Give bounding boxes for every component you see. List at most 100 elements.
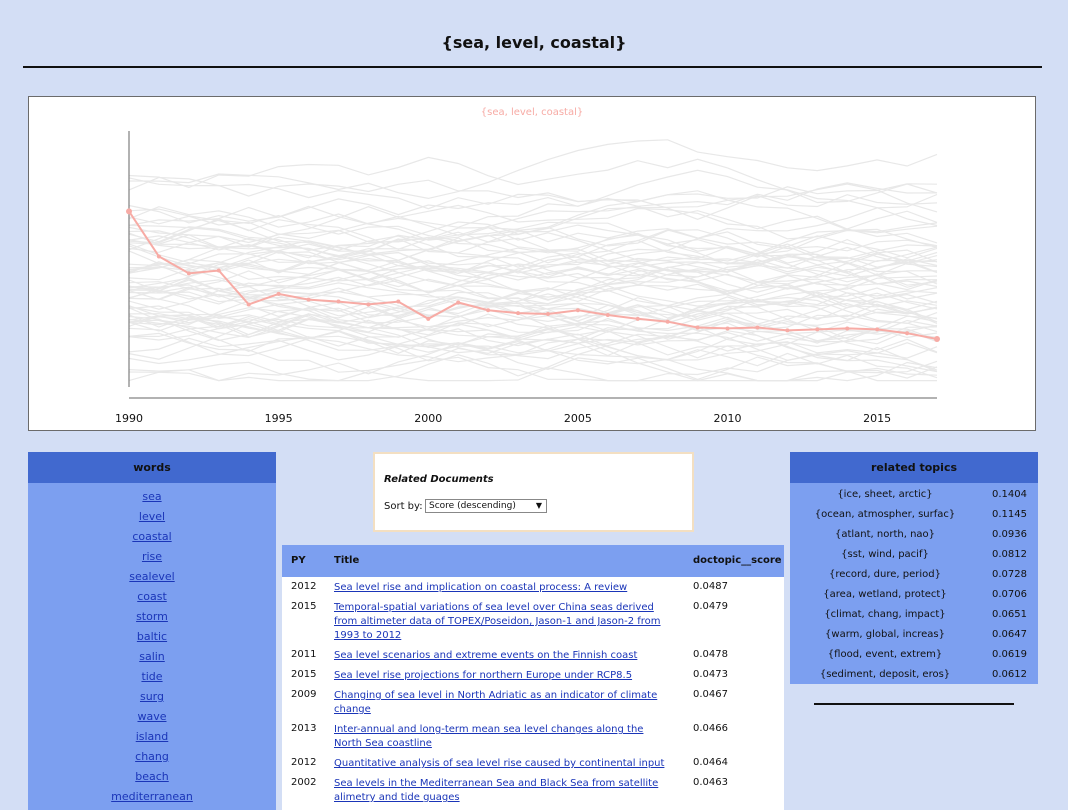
background-topic-line (128, 259, 938, 298)
chart-title: {sea, level, coastal} (481, 107, 584, 118)
topic-row[interactable]: {ocean, atmospher, surfac} 0.1145 (790, 505, 1038, 525)
column-header-score[interactable]: doctopic__score (693, 555, 782, 566)
word-link[interactable]: level (138, 510, 166, 523)
topic-name: {flood, event, extrem} (827, 649, 943, 660)
data-point[interactable] (635, 316, 640, 321)
topic-row[interactable]: {climat, chang, impact} 0.0651 (790, 605, 1038, 625)
related-topics-panel: related topics {ice, sheet, arctic} 0.140… (790, 452, 1038, 684)
data-point[interactable] (456, 300, 461, 305)
topic-score: 0.0619 (992, 649, 1027, 660)
table-row: 2002 Sea levels in the Mediterranean Sea … (282, 773, 784, 807)
data-point[interactable] (426, 316, 431, 321)
page-title: {sea, level, coastal} (441, 33, 627, 52)
word-link[interactable]: mediterranean (111, 790, 193, 803)
table-row: 2015 Temporal-spatial variations of sea l… (282, 597, 784, 645)
data-point[interactable] (545, 312, 550, 317)
background-topic-line (128, 320, 938, 352)
related-documents-box: Related Documents Sort by: Score (descen… (373, 452, 694, 532)
word-link[interactable]: coastal (132, 530, 172, 543)
data-point[interactable] (695, 325, 700, 330)
word-link[interactable]: sealevel (129, 570, 175, 583)
word-link[interactable]: coast (137, 590, 167, 603)
title-divider (23, 66, 1042, 68)
doc-title-link[interactable]: Sea level rise projections for northern … (334, 670, 633, 681)
topic-row[interactable]: {record, dure, period} 0.0728 (790, 565, 1038, 585)
data-point[interactable] (815, 327, 820, 332)
related-documents-title: Related Documents (384, 474, 494, 485)
topic-row[interactable]: {sediment, deposit, eros} 0.0612 (790, 665, 1038, 685)
word-link[interactable]: tide (141, 670, 163, 683)
doc-year: 2013 (291, 723, 317, 734)
words-header: words (28, 452, 276, 483)
background-topic-line (128, 282, 938, 324)
topic-name: {climat, chang, impact} (824, 609, 946, 620)
word-link[interactable]: baltic (136, 630, 168, 643)
background-topic-line (128, 218, 938, 262)
table-row: 2011 Sea level scenarios and extreme even… (282, 645, 784, 665)
word-link[interactable]: island (135, 730, 169, 743)
word-link[interactable]: sea (142, 490, 162, 503)
doc-title-link[interactable]: Inter-annual and long-term mean sea leve… (334, 724, 644, 749)
background-topic-line (128, 277, 938, 345)
sort-select[interactable]: Score (descending) ▼ (425, 499, 547, 513)
data-point[interactable] (516, 311, 521, 316)
data-point[interactable] (276, 291, 281, 296)
highlight-series (126, 208, 940, 342)
data-point[interactable] (216, 268, 221, 273)
data-point[interactable] (905, 331, 910, 336)
data-point[interactable] (575, 308, 580, 313)
data-point[interactable] (875, 327, 880, 332)
column-header-title[interactable]: Title (334, 555, 360, 566)
word-link[interactable]: chang (135, 750, 169, 763)
background-topic-line (128, 208, 938, 311)
data-point[interactable] (186, 271, 191, 276)
doc-title-link[interactable]: Sea levels in the Mediterranean Sea and … (334, 778, 659, 803)
topic-score: 0.0936 (992, 529, 1027, 540)
topic-row[interactable]: {ice, sheet, arctic} 0.1404 (790, 485, 1038, 505)
data-point[interactable] (725, 326, 730, 331)
topic-row[interactable]: {atlant, north, nao} 0.0936 (790, 525, 1038, 545)
data-point[interactable] (156, 254, 161, 259)
data-point[interactable] (605, 313, 610, 317)
word-link[interactable]: surg (139, 690, 164, 703)
background-topic-lines (128, 139, 938, 382)
data-point[interactable] (755, 325, 760, 330)
word-link[interactable]: wave (137, 710, 167, 723)
topic-score: 0.0728 (992, 569, 1027, 580)
column-header-py[interactable]: PY (291, 555, 306, 566)
data-point[interactable] (366, 302, 371, 307)
table-row: 2009 Changing of sea level in North Adria… (282, 685, 784, 719)
data-point[interactable] (486, 308, 491, 313)
doc-score: 0.0466 (693, 723, 728, 734)
data-point[interactable] (785, 328, 790, 333)
data-point[interactable] (246, 302, 251, 307)
data-point[interactable] (306, 297, 311, 302)
topic-row[interactable]: {sst, wind, pacif} 0.0812 (790, 545, 1038, 565)
topic-row[interactable]: {area, wetland, protect} 0.0706 (790, 585, 1038, 605)
doc-title-link[interactable]: Sea level rise and implication on coasta… (334, 582, 628, 593)
word-link[interactable]: salin (139, 650, 165, 663)
data-point[interactable] (934, 336, 940, 342)
topic-row[interactable]: {warm, global, increas} 0.0647 (790, 625, 1038, 645)
doc-title-link[interactable]: Changing of sea level in North Adriatic … (334, 690, 658, 715)
doc-title-link[interactable]: Temporal-spatial variations of sea level… (334, 602, 661, 641)
word-link[interactable]: rise (141, 550, 163, 563)
doc-title-link[interactable]: Sea level scenarios and extreme events o… (334, 650, 638, 661)
topic-name: {warm, global, increas} (825, 629, 945, 640)
background-topic-line (128, 224, 938, 274)
words-list: sea level coastal rise sealevel coast storm bal… (28, 483, 276, 810)
word-link[interactable]: storm (136, 610, 168, 623)
data-point[interactable] (845, 326, 850, 331)
word-link[interactable]: beach (135, 770, 169, 783)
data-point[interactable] (126, 208, 132, 215)
data-point[interactable] (336, 299, 341, 304)
data-point[interactable] (665, 319, 670, 324)
background-topic-line (128, 206, 938, 259)
doc-year: 2009 (291, 689, 317, 700)
data-point[interactable] (396, 299, 401, 304)
background-topic-line (128, 156, 938, 204)
topic-row[interactable]: {flood, event, extrem} 0.0619 (790, 645, 1038, 665)
doc-year: 2015 (291, 669, 317, 680)
topic-score: 0.0647 (992, 629, 1027, 640)
doc-title-link[interactable]: Quantitative analysis of sea level rise … (334, 758, 665, 769)
